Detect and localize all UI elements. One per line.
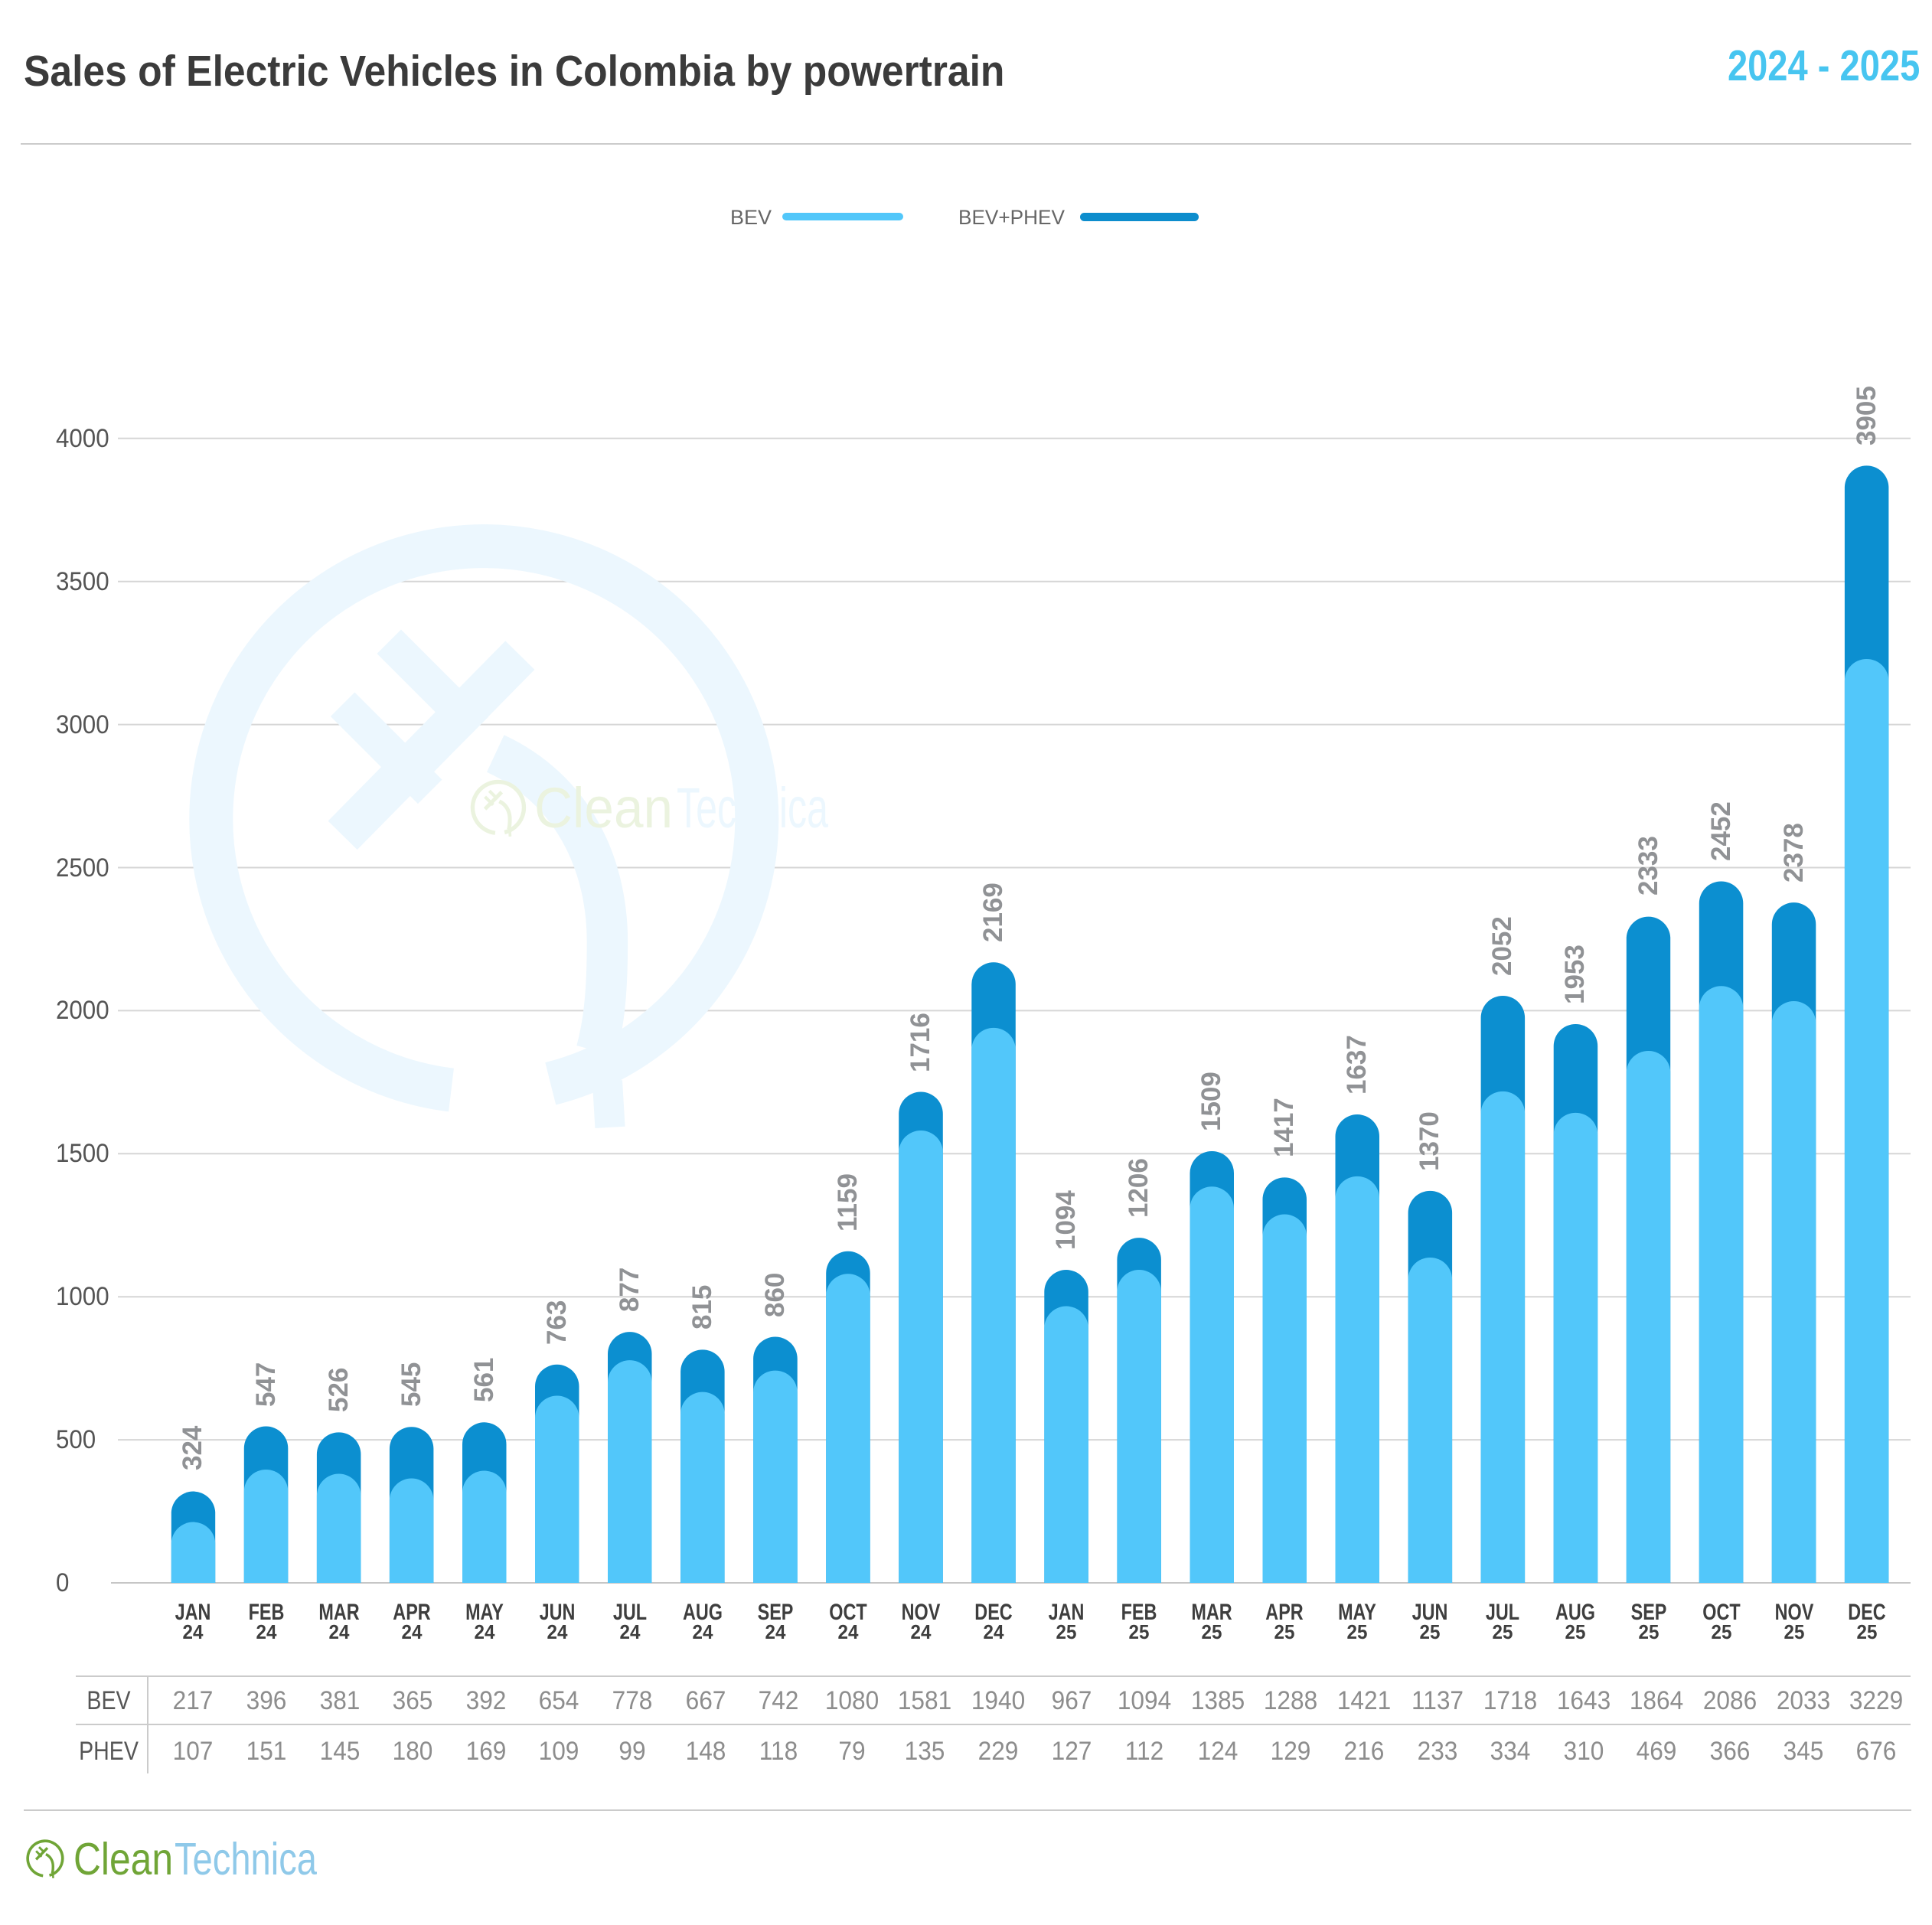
svg-text:Technica: Technica — [677, 776, 829, 840]
svg-text:Clean: Clean — [73, 1834, 173, 1884]
svg-text:Technica: Technica — [175, 1834, 317, 1884]
svg-text:Clean: Clean — [534, 776, 673, 840]
